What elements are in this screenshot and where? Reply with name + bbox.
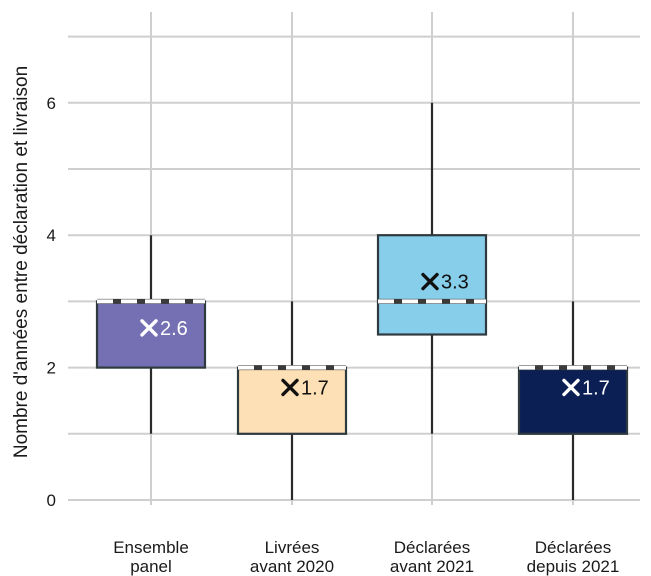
box-body <box>517 366 629 435</box>
box-body <box>95 300 207 369</box>
mean-marker <box>421 272 439 291</box>
box-4: 1.7 <box>517 301 629 500</box>
box-body <box>236 366 348 435</box>
y-tick-label: 6 <box>47 94 56 113</box>
mean-marker <box>140 319 158 337</box>
mean-marker <box>281 378 299 397</box>
box-1: 2.6 <box>95 235 207 434</box>
y-tick-labels: 0 2 4 6 <box>47 94 56 510</box>
boxes: 2.6 1.7 3.3 1.7 <box>95 102 629 500</box>
y-tick-label: 0 <box>47 491 56 510</box>
mean-label: 2.6 <box>160 318 188 340</box>
mean-label: 3.3 <box>441 272 469 294</box>
x-tick-labels: Ensemble panel Livrées avant 2020 Déclarées a… <box>113 538 619 576</box>
y-tick-label: 2 <box>47 359 56 378</box>
mean-label: 1.7 <box>301 377 329 399</box>
x-category-label: Ensemble panel <box>113 538 189 576</box>
box-3: 3.3 <box>376 102 488 434</box>
x-category-label: Livrées avant 2020 <box>250 538 334 576</box>
mean-label: 1.7 <box>582 377 610 399</box>
x-category-label: Déclarées avant 2021 <box>390 538 474 576</box>
y-tick-label: 4 <box>47 226 56 245</box>
y-axis-label: Nombre d'années entre déclaration et liv… <box>11 66 32 458</box>
box-2: 1.7 <box>236 301 348 500</box>
x-category-label: Déclarées depuis 2021 <box>527 538 620 576</box>
mean-marker <box>562 378 580 397</box>
